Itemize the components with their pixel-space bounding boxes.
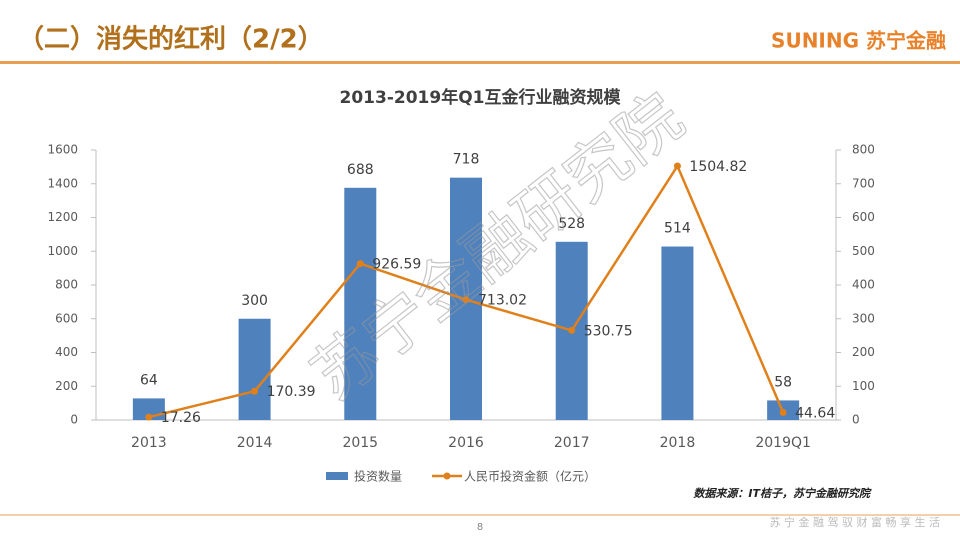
line-label: 17.26: [161, 410, 201, 426]
slogan: 苏 宁 金 融 驾 驭 财 富 畅 享 生 活: [770, 515, 940, 529]
line-marker: [673, 162, 681, 170]
line-label: 713.02: [478, 293, 527, 309]
bar-label: 528: [558, 216, 585, 232]
line-label: 1504.82: [689, 159, 747, 175]
y2-tick-label: 600: [852, 210, 875, 224]
y2-tick-label: 700: [852, 176, 875, 190]
y-tick-label: 1400: [47, 176, 78, 190]
line-marker: [568, 326, 576, 334]
y-tick-label: 1200: [47, 210, 78, 224]
slide-title: （二）消失的红利（2/2）: [18, 24, 324, 55]
chart-title: 2013-2019年Q1互金行业融资规模: [340, 87, 622, 108]
legend-item: 人民币投资金额（亿元）: [432, 469, 596, 484]
bar: [238, 318, 271, 420]
line-marker: [779, 408, 787, 416]
y-tick-label: 200: [55, 379, 78, 393]
bar-label: 688: [347, 162, 374, 178]
x-tick-label: 2016: [448, 435, 484, 451]
legend-label: 投资数量: [354, 469, 402, 484]
line-label: 530.75: [584, 323, 633, 339]
x-tick-label: 2018: [660, 435, 696, 451]
y2-tick-label: 500: [852, 244, 875, 258]
bar-label: 300: [241, 293, 268, 309]
header-rule: [0, 61, 960, 64]
legend-item: 投资数量: [326, 469, 402, 484]
legend-label: 人民币投资金额（亿元）: [464, 469, 596, 484]
line-marker: [356, 260, 364, 268]
bar: [661, 246, 694, 420]
line-label: 44.64: [795, 405, 835, 421]
line-label: 170.39: [267, 384, 316, 400]
y2-tick-label: 800: [852, 143, 875, 157]
bar-label: 718: [453, 152, 480, 168]
y-tick-label: 400: [55, 345, 78, 359]
bar-label: 58: [774, 374, 792, 390]
x-tick-label: 2017: [554, 435, 590, 451]
line-label: 926.59: [372, 257, 421, 273]
y2-tick-label: 0: [852, 413, 860, 427]
x-tick-label: 2019Q1: [755, 435, 811, 451]
x-tick-label: 2014: [237, 435, 273, 451]
legend-swatch: [326, 472, 348, 480]
y-tick-label: 1000: [47, 244, 78, 258]
legend-marker: [443, 472, 451, 480]
page-number: 8: [477, 522, 483, 533]
y2-tick-label: 300: [852, 311, 875, 325]
bar-label: 514: [664, 221, 691, 237]
bar-label: 64: [140, 372, 158, 388]
x-tick-label: 2015: [342, 435, 378, 451]
line-marker: [251, 387, 259, 395]
y2-tick-label: 100: [852, 379, 875, 393]
y2-tick-label: 400: [852, 278, 875, 292]
y-tick-label: 800: [55, 278, 78, 292]
x-tick-label: 2013: [131, 435, 167, 451]
logo: SUNING 苏宁金融: [771, 29, 946, 53]
line-marker: [145, 413, 153, 421]
y-tick-label: 600: [55, 311, 78, 325]
bar: [344, 187, 377, 420]
line-marker: [462, 296, 470, 304]
y-tick-label: 0: [70, 413, 78, 427]
y2-tick-label: 200: [852, 345, 875, 359]
y-tick-label: 1600: [47, 143, 78, 157]
source: 数据来源：IT桔子，苏宁金融研究院: [693, 487, 872, 500]
